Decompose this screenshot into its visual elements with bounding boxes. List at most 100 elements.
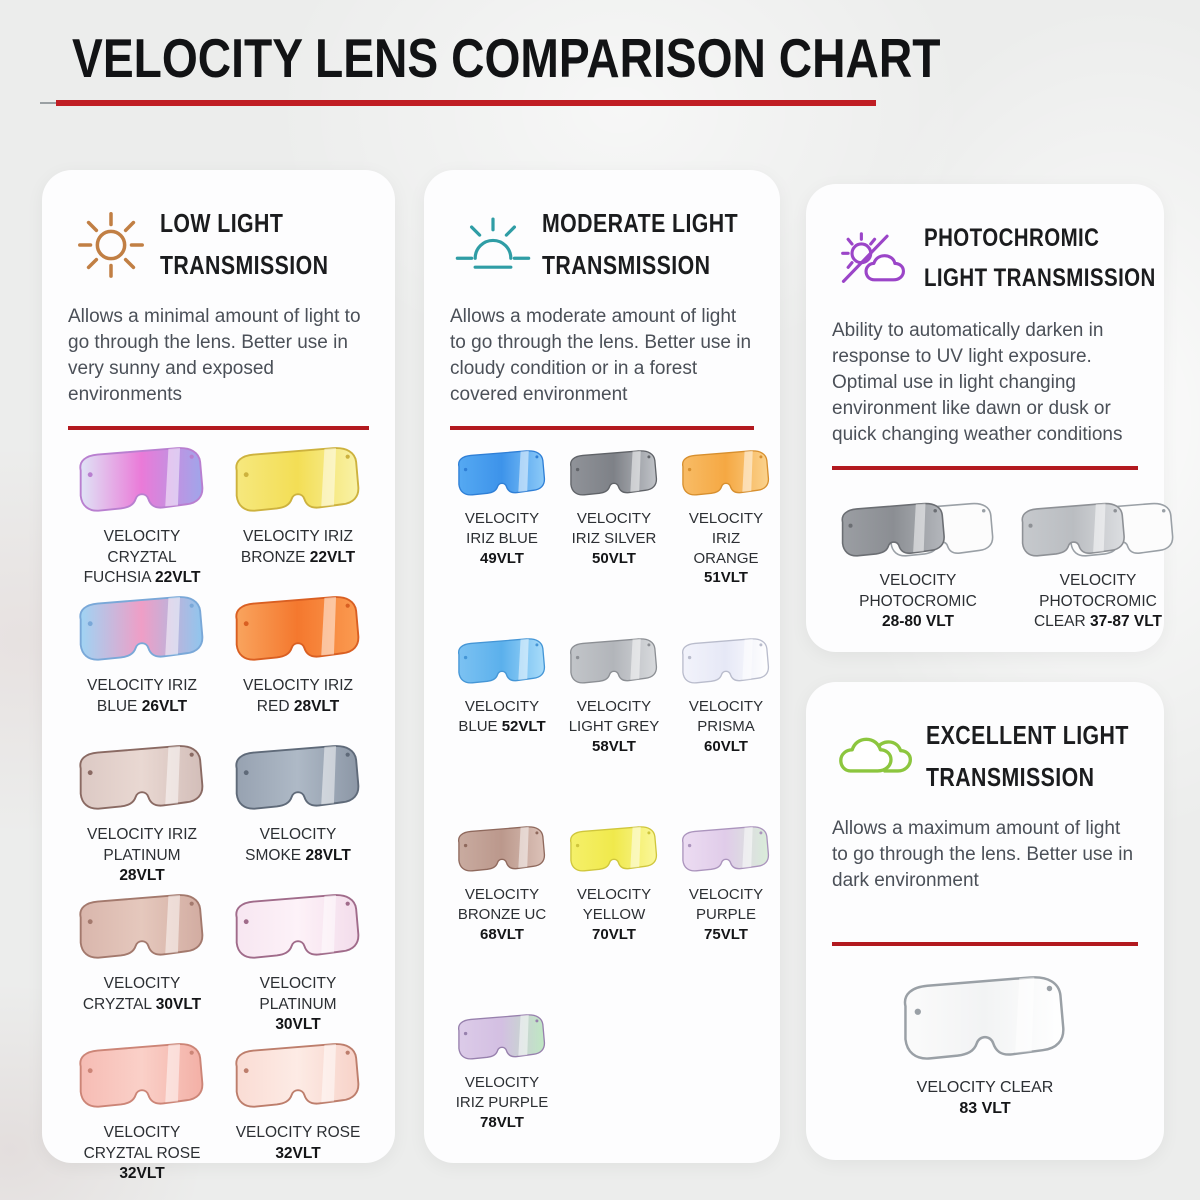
lens-image	[457, 450, 546, 496]
lens-vlt: 75VLT	[704, 925, 748, 943]
lens-image	[79, 447, 204, 512]
panel-header: MODERATE LIGHT TRANSMISSION	[450, 192, 754, 296]
lens-card: VELOCITY IRIZ BLUE 49VLT	[450, 448, 554, 636]
lens-name: VELOCITY PRISMA	[688, 698, 764, 735]
lens-card: VELOCITY IRIZ ORANGE 51VLT	[674, 448, 778, 636]
panel-excellent-light-transmission: EXCELLENT LIGHT TRANSMISSION Allows a maxi…	[806, 682, 1164, 1160]
lens-card: VELOCITY YELLOW 70VLT	[562, 824, 666, 1012]
lens-image	[235, 1043, 360, 1108]
lens-label: VELOCITY BRONZE UC 68VLT	[454, 885, 550, 944]
lens-card: VELOCITY BRONZE UC 68VLT	[450, 824, 554, 1012]
lens-name: VELOCITY LIGHT GREY	[568, 698, 660, 735]
panel-description: Allows a minimal amount of light to go t…	[68, 306, 361, 406]
photochromic-sun-cloud-icon	[832, 226, 918, 290]
lens-label: VELOCITY IRIZ PLATINUM 28VLT	[79, 825, 205, 886]
panel-low-light-transmission: LOW LIGHT TRANSMISSION Allows a minimal am…	[42, 170, 395, 1182]
lens-card: VELOCITY SMOKE 28VLT	[224, 742, 372, 891]
lens-card: VELOCITY CRYZTAL 30VLT	[68, 891, 216, 1040]
red-divider	[450, 426, 754, 431]
lens-name: VELOCITY BLUE	[458, 698, 540, 735]
lens-card: VELOCITY CRYZTAL ROSE 32VLT	[68, 1040, 216, 1189]
panel-description: Allows a moderate amount of light to go …	[450, 306, 752, 406]
lens-vlt: 28VLT	[305, 846, 351, 864]
lens-card: VELOCITY IRIZ SILVER 50VLT	[562, 448, 666, 636]
lens-name: VELOCITY CRYZTAL FUCHSIA	[83, 528, 181, 586]
panel-header: PHOTOCHROMIC LIGHT TRANSMISSION	[832, 206, 1155, 310]
lens-card: VELOCITY PHOTOCROMIC 28-80 VLT	[832, 500, 1004, 632]
panel-header: LOW LIGHT TRANSMISSION	[68, 192, 369, 296]
lens-label: VELOCITY PURPLE 75VLT	[678, 885, 774, 944]
lens-vlt: 22VLT	[309, 548, 356, 566]
lens-label: VELOCITY PLATINUM 30VLT	[235, 974, 361, 1035]
lens-label: VELOCITY YELLOW 70VLT	[566, 885, 662, 944]
lens-card: VELOCITY IRIZ BRONZE 22VLT	[224, 444, 372, 593]
lens-image	[681, 450, 770, 496]
lens-name: VELOCITY PLATINUM	[259, 975, 337, 1013]
lens-image	[457, 638, 546, 684]
panel-description: Ability to automatically darken in respo…	[832, 320, 1123, 446]
lens-card: VELOCITY IRIZ RED 28VLT	[224, 593, 372, 742]
sun-icon	[68, 205, 154, 283]
lens-card: VELOCITY BLUE 52VLT	[450, 636, 554, 824]
clouds-icon	[832, 726, 920, 786]
lens-vlt: 28-80 VLT	[881, 612, 955, 630]
panel-description: Allows a maximum amount of light to go t…	[832, 818, 1134, 892]
lens-label: VELOCITY IRIZ PURPLE 78VLT	[454, 1073, 550, 1132]
lens-card: VELOCITY IRIZ BLUE 26VLT	[68, 593, 216, 742]
lens-name: VELOCITY CRYZTAL	[82, 975, 181, 1013]
lens-name: VELOCITY BRONZE UC	[457, 886, 547, 923]
panel-header: EXCELLENT LIGHT TRANSMISSION	[832, 704, 1138, 808]
lens-name: VELOCITY PHOTOCROMIC	[859, 572, 977, 610]
lens-name: VELOCITY ROSE	[235, 1124, 361, 1142]
title-underline	[40, 100, 876, 106]
lens-vlt: 30VLT	[275, 1015, 321, 1033]
lens-image	[569, 826, 658, 872]
lens-name: VELOCITY IRIZ BLUE	[87, 677, 197, 715]
lens-image	[79, 745, 204, 810]
lens-name: VELOCITY IRIZ ORANGE	[688, 510, 764, 567]
red-divider	[68, 426, 369, 431]
lens-label: VELOCITY PRISMA 60VLT	[678, 697, 774, 756]
lens-image	[841, 502, 994, 557]
lens-card: VELOCITY CRYZTAL FUCHSIA 22VLT	[68, 444, 216, 593]
lens-vlt: 68VLT	[480, 925, 524, 943]
lens-card: VELOCITY PRISMA 60VLT	[674, 636, 778, 824]
lens-image	[235, 447, 360, 512]
lens-label: VELOCITY IRIZ BLUE 49VLT	[454, 509, 550, 568]
lens-name: VELOCITY IRIZ RED	[243, 677, 353, 715]
lens-vlt: 52VLT	[501, 717, 546, 735]
panel-heading: LOW LIGHT TRANSMISSION	[160, 207, 329, 280]
lens-image	[235, 596, 360, 661]
panel-photochromic-light-transmission: PHOTOCHROMIC LIGHT TRANSMISSION Ability to…	[806, 184, 1174, 652]
lens-label: VELOCITY IRIZ BRONZE 22VLT	[235, 527, 361, 568]
lens-card: VELOCITY PLATINUM 30VLT	[224, 891, 372, 1040]
red-divider	[832, 942, 1138, 947]
lens-grid: VELOCITY IRIZ BLUE 49VLT VELOCITY IRIZ SI…	[450, 448, 770, 1200]
lens-name: VELOCITY IRIZ BLUE	[464, 510, 540, 547]
lens-vlt: 70VLT	[592, 925, 636, 943]
lens-card: VELOCITY ROSE 32VLT	[224, 1040, 372, 1189]
lens-card: VELOCITY CLEAR 83 VLT	[889, 972, 1081, 1119]
panel-heading: PHOTOCHROMIC LIGHT TRANSMISSION	[924, 223, 1156, 293]
lens-vlt: 60VLT	[704, 737, 748, 755]
lens-grid: VELOCITY CRYZTAL FUCHSIA 22VLT VELOCITY I…	[68, 444, 369, 1189]
lens-image	[79, 1043, 204, 1108]
page-title: VELOCITY LENS COMPARISON CHART	[72, 27, 941, 89]
lens-vlt: 83 VLT	[959, 1100, 1011, 1118]
lens-name: VELOCITY IRIZ BRONZE	[240, 528, 353, 566]
lens-name: VELOCITY PURPLE	[688, 886, 764, 923]
lens-name: VELOCITY PHOTOCROMIC CLEAR	[1033, 572, 1157, 630]
panel-moderate-light-transmission: MODERATE LIGHT TRANSMISSION Allows a moder…	[424, 170, 780, 1163]
panel-heading: EXCELLENT LIGHT TRANSMISSION	[926, 719, 1129, 792]
lens-card: VELOCITY PURPLE 75VLT	[674, 824, 778, 1012]
lens-image	[235, 745, 360, 810]
lens-vlt: 78VLT	[480, 1113, 524, 1131]
lens-vlt: 49VLT	[480, 549, 524, 567]
panel-heading: MODERATE LIGHT TRANSMISSION	[542, 207, 739, 280]
lens-name: VELOCITY IRIZ SILVER	[571, 510, 657, 547]
lens-image	[681, 638, 770, 684]
red-divider	[832, 466, 1138, 471]
lens-label: VELOCITY PHOTOCROMIC 28-80 VLT	[848, 571, 988, 632]
lens-label: VELOCITY CRYZTAL FUCHSIA 22VLT	[79, 527, 205, 588]
